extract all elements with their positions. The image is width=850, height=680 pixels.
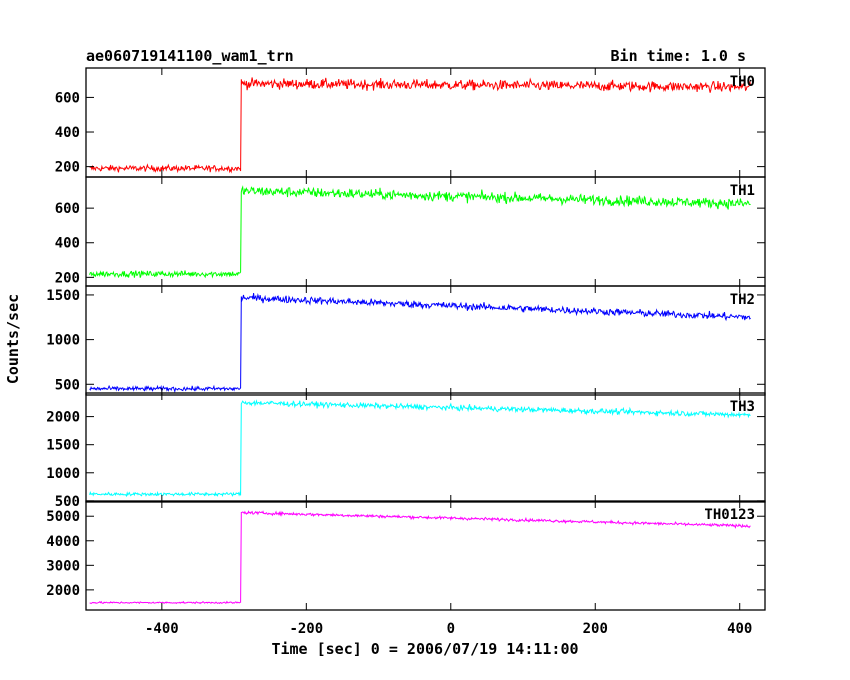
panel-frame-th0123 <box>85 500 766 611</box>
panels-group: 200 400 600 TH0 200 400 600 TH1 500 1000 1500 TH2 50… <box>46 67 766 637</box>
y-tick-label: 500 <box>55 494 80 510</box>
panel-label-th2: TH2 <box>730 292 755 308</box>
x-tick-label: -400 <box>145 621 179 637</box>
y-tick-label: 2000 <box>46 410 80 426</box>
x-tick-label: 400 <box>727 621 752 637</box>
series-line-th1 <box>89 185 751 279</box>
panel-label-th1: TH1 <box>730 183 755 199</box>
x-tick-label: -200 <box>289 621 323 637</box>
panel-frame-th2 <box>85 285 766 396</box>
x-tick-label: 0 <box>447 621 455 637</box>
y-tick-label: 200 <box>55 160 80 176</box>
y-tick-label: 500 <box>55 377 80 393</box>
series-line-th0123 <box>89 510 751 605</box>
y-tick-label: 3000 <box>46 558 80 574</box>
y-tick-label: 400 <box>55 125 80 141</box>
y-tick-label: 2000 <box>46 583 80 599</box>
y-axis-label: Counts/sec <box>4 294 22 384</box>
y-tick-label: 1000 <box>46 466 80 482</box>
y-tick-label: 4000 <box>46 534 80 550</box>
y-tick-label: 400 <box>55 236 80 252</box>
y-tick-label: 1500 <box>46 288 80 304</box>
series-line-th0 <box>89 77 752 174</box>
panel-frame-th1 <box>85 176 766 287</box>
panel-frame-th3 <box>85 392 766 503</box>
panel-label-th3: TH3 <box>730 399 755 415</box>
chart-title: ae060719141100_wam1_trn <box>86 47 294 65</box>
x-tick-label: 200 <box>583 621 608 637</box>
y-tick-label: 600 <box>55 201 80 217</box>
x-axis-label: Time [sec] 0 = 2006/07/19 14:11:00 <box>271 640 578 658</box>
y-tick-label: 1500 <box>46 438 80 454</box>
y-tick-label: 200 <box>55 270 80 286</box>
series-line-th3 <box>89 399 751 498</box>
panel-label-th0: TH0 <box>730 74 755 90</box>
y-tick-label: 1000 <box>46 333 80 349</box>
series-line-th2 <box>89 293 751 394</box>
bin-time-label: Bin time: 1.0 s <box>611 47 746 65</box>
panel-label-th0123: TH0123 <box>704 507 755 523</box>
y-tick-label: 5000 <box>46 509 80 525</box>
y-tick-label: 600 <box>55 90 80 106</box>
